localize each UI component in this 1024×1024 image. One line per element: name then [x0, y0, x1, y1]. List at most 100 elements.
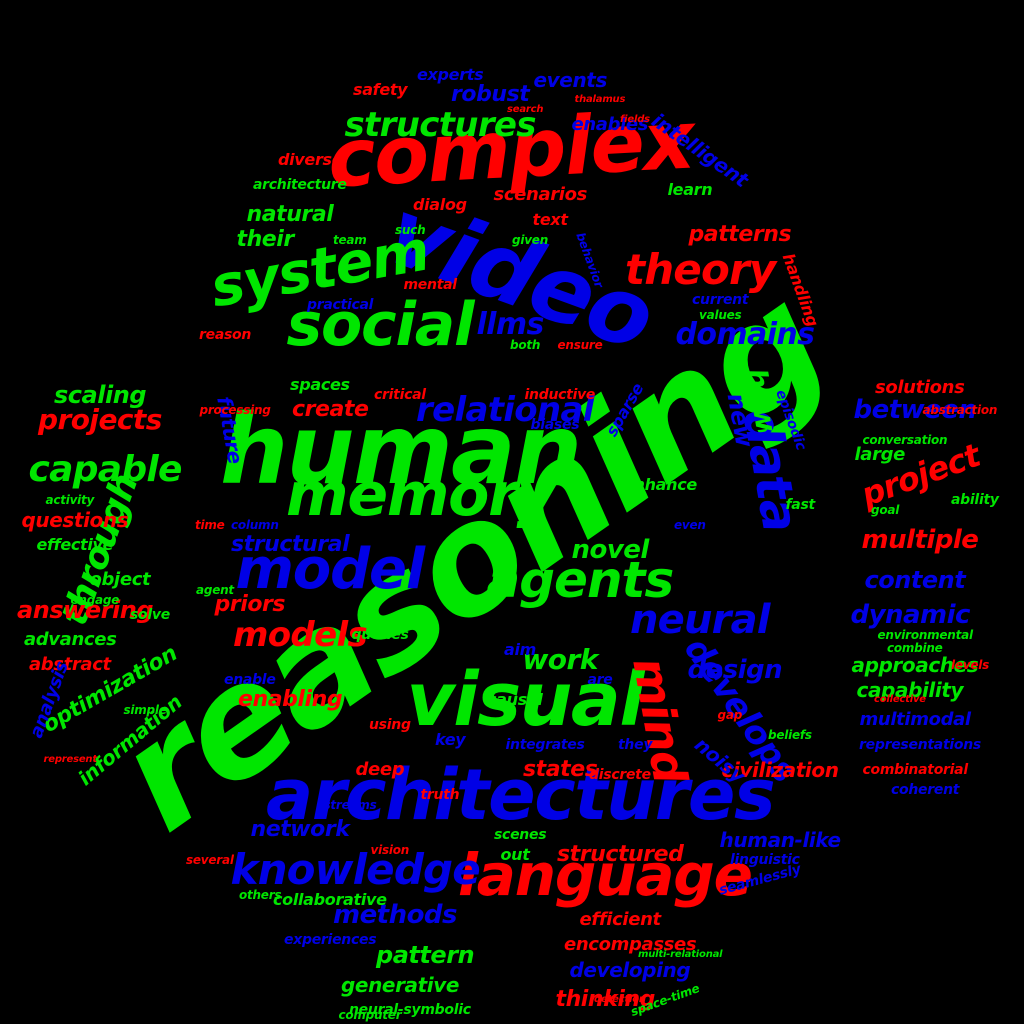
- cloud-word: spaces: [290, 375, 350, 394]
- cloud-word: solutions: [875, 377, 965, 398]
- cloud-word: biases: [530, 417, 580, 433]
- cloud-word: content: [864, 566, 966, 594]
- cloud-word: model: [235, 537, 426, 602]
- cloud-word: multimodal: [859, 709, 972, 730]
- cloud-word: combinatorial: [862, 762, 969, 778]
- cloud-word: create: [292, 397, 369, 422]
- cloud-word: natural: [246, 202, 334, 227]
- cloud-word: dynamic: [850, 600, 971, 630]
- cloud-word: llms: [476, 307, 545, 342]
- cloud-word: coherent: [891, 782, 960, 798]
- cloud-word: their: [236, 227, 295, 252]
- cloud-word: human-like: [719, 828, 842, 852]
- cloud-word: text: [532, 210, 569, 229]
- cloud-word: ensure: [557, 338, 603, 352]
- cloud-word: answering: [17, 596, 154, 624]
- cloud-word: activity: [45, 493, 95, 507]
- cloud-word: dialog: [413, 195, 467, 214]
- cloud-word: critical: [374, 387, 426, 403]
- cloud-word: time: [195, 518, 225, 532]
- cloud-word: novel: [571, 535, 650, 565]
- cloud-word: states: [523, 757, 598, 782]
- cloud-word: architectures: [266, 754, 776, 836]
- cloud-word: vision: [370, 843, 410, 857]
- cloud-word: several: [186, 853, 234, 867]
- cloud-word: agent: [196, 583, 234, 597]
- cloud-word: scenarios: [493, 184, 588, 205]
- cloud-word: represent: [43, 754, 98, 765]
- cloud-word: advances: [24, 629, 117, 650]
- cloud-word: environmental: [877, 628, 974, 642]
- cloud-word: collective: [874, 694, 926, 705]
- cloud-word: abstract: [29, 654, 111, 675]
- cloud-word: aim: [504, 640, 536, 659]
- cloud-word: design: [687, 655, 783, 685]
- cloud-word: social: [286, 290, 475, 360]
- cloud-word: abstraction: [922, 403, 998, 417]
- cloud-word: questions: [21, 508, 129, 532]
- cloud-word: pattern: [376, 941, 475, 969]
- cloud-word: generative: [341, 973, 460, 997]
- cloud-word: gap: [717, 708, 743, 722]
- cloud-word: capability: [856, 678, 964, 702]
- cloud-word: goal: [871, 503, 900, 517]
- cloud-word: structures: [344, 105, 537, 145]
- cloud-word: neural: [630, 597, 771, 643]
- cloud-word: structured: [557, 842, 684, 867]
- cloud-word: models: [233, 615, 368, 655]
- cloud-word: both: [510, 338, 541, 352]
- cloud-word: causal: [487, 690, 543, 709]
- cloud-word: knowledge: [230, 845, 481, 894]
- cloud-word: practical: [307, 297, 374, 313]
- cloud-word: ability: [951, 492, 999, 508]
- cloud-word: enabling: [238, 687, 343, 712]
- cloud-word: architecture: [253, 177, 347, 193]
- cloud-word: scaling: [54, 381, 147, 409]
- cloud-word: deep: [355, 759, 405, 780]
- cloud-word: projects: [38, 403, 162, 436]
- cloud-word: diverse: [278, 150, 343, 169]
- cloud-word: search: [507, 104, 544, 115]
- cloud-word: robust: [451, 82, 530, 107]
- cloud-word: combine: [887, 641, 943, 655]
- cloud-word: events: [533, 68, 608, 92]
- cloud-word: memory: [286, 460, 556, 530]
- cloud-word: enables: [571, 114, 649, 135]
- cloud-word: team: [333, 233, 367, 247]
- cloud-word: object: [89, 569, 151, 590]
- cloud-word: thalamus: [574, 94, 626, 105]
- cloud-word: enhance: [623, 475, 697, 494]
- cloud-word: patterns: [688, 222, 792, 247]
- cloud-word: efficient: [579, 909, 662, 930]
- cloud-word: visual: [406, 657, 645, 743]
- cloud-word: engage: [70, 593, 120, 607]
- cloud-word: safety: [353, 80, 408, 99]
- cloud-word: mental: [403, 277, 458, 293]
- cloud-word: thinking: [555, 987, 656, 1012]
- cloud-word: even: [674, 518, 706, 532]
- cloud-word: are: [587, 672, 613, 688]
- cloud-word: truth: [420, 787, 460, 803]
- cloud-word: structural: [231, 532, 350, 557]
- cloud-word: linguistic: [730, 852, 800, 868]
- cloud-word: experts: [417, 65, 484, 84]
- cloud-word: network: [250, 817, 350, 842]
- cloud-word: scenes: [494, 827, 547, 843]
- cloud-word: neural-symbolic: [349, 1002, 471, 1018]
- cloud-word: civilization: [721, 758, 839, 782]
- cloud-word: methods: [333, 900, 458, 930]
- cloud-word: out: [500, 845, 530, 864]
- cloud-word: representations: [859, 737, 981, 753]
- cloud-word: enable: [224, 672, 276, 688]
- cloud-word: effective: [36, 535, 114, 554]
- cloud-word: priors: [214, 592, 286, 617]
- cloud-word: language: [458, 841, 753, 909]
- cloud-word: levels: [951, 658, 990, 672]
- cloud-word: conversation: [862, 433, 948, 447]
- cloud-word: encompasses: [564, 934, 697, 955]
- cloud-word: using: [369, 717, 411, 733]
- cloud-word: current: [692, 292, 749, 308]
- cloud-word: learn: [667, 180, 713, 199]
- cloud-word: fields: [620, 114, 650, 125]
- cloud-word: integrates: [505, 737, 585, 753]
